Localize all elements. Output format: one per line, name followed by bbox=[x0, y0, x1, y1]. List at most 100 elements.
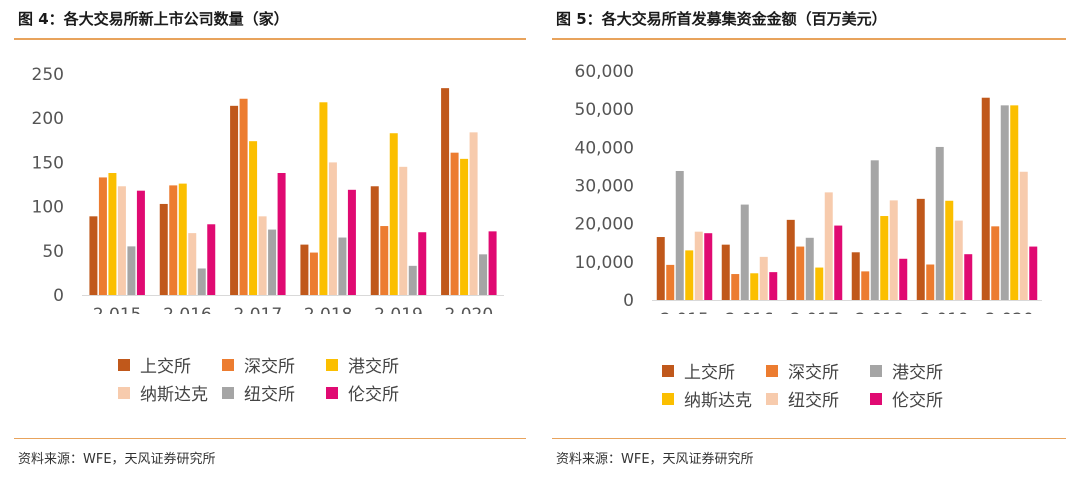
bar bbox=[981, 97, 990, 300]
bar bbox=[656, 237, 665, 300]
bar bbox=[704, 233, 713, 300]
bar bbox=[685, 250, 694, 300]
x-tick-label: 2,015 bbox=[93, 305, 142, 314]
bar bbox=[964, 254, 973, 300]
bar bbox=[300, 244, 309, 295]
x-tick-label: 2,020 bbox=[444, 305, 493, 314]
legend-item: 纳斯达克 bbox=[662, 386, 752, 411]
legend-label: 港交所 bbox=[892, 363, 943, 383]
y-tick-label: 30,000 bbox=[575, 177, 634, 197]
bar bbox=[380, 226, 389, 295]
legend-swatch bbox=[766, 364, 778, 377]
bar bbox=[197, 268, 206, 295]
bar bbox=[851, 252, 860, 300]
x-tick-label: 2,019 bbox=[374, 305, 423, 314]
legend-label: 伦交所 bbox=[348, 385, 399, 405]
legend-label: 上交所 bbox=[140, 357, 191, 377]
legend-item: 港交所 bbox=[870, 358, 943, 383]
bar bbox=[870, 160, 879, 300]
legend-swatch bbox=[662, 392, 674, 405]
bar bbox=[694, 231, 703, 300]
bar bbox=[188, 233, 197, 295]
legend-swatch bbox=[118, 386, 130, 399]
bar bbox=[945, 200, 954, 300]
legend-swatch bbox=[326, 358, 338, 371]
y-tick-label: 20,000 bbox=[575, 215, 634, 235]
bar-chart-ipo-proceeds: 0 10,000 20,000 30,000 40,000 50,000 60,000 2,0… bbox=[575, 62, 1042, 314]
title-divider bbox=[552, 38, 1066, 40]
legend-label: 纽交所 bbox=[244, 385, 295, 405]
bar bbox=[249, 141, 258, 295]
bar bbox=[309, 252, 318, 295]
bar bbox=[268, 229, 277, 295]
legend-label: 纳斯达克 bbox=[684, 391, 752, 411]
legend-label: 纽交所 bbox=[788, 391, 839, 411]
y-tick-label: 0 bbox=[623, 291, 634, 311]
bar bbox=[954, 220, 963, 300]
y-tick-label: 200 bbox=[32, 109, 64, 129]
x-tick-label: 2,018 bbox=[855, 310, 904, 314]
bar bbox=[796, 246, 805, 300]
bar bbox=[258, 216, 267, 295]
x-tick-label: 2,020 bbox=[985, 310, 1034, 314]
chart-panel-right: 图 5：各大交易所首发募集资金金额（百万美元） 0 10,000 20,000 30,… bbox=[552, 0, 1066, 479]
y-tick-label: 60,000 bbox=[575, 62, 634, 82]
bar bbox=[127, 246, 136, 295]
bar bbox=[389, 133, 398, 295]
bar bbox=[239, 98, 248, 295]
bar bbox=[926, 264, 935, 300]
bar bbox=[460, 158, 469, 295]
bar bbox=[117, 186, 126, 295]
bar bbox=[108, 173, 117, 295]
bar bbox=[740, 204, 749, 300]
bar bbox=[1019, 171, 1028, 300]
bar bbox=[408, 265, 417, 295]
y-tick-label: 10,000 bbox=[575, 253, 634, 273]
x-tick-label: 2,019 bbox=[920, 310, 969, 314]
legend-item: 纳斯达克 bbox=[118, 380, 208, 405]
bar bbox=[731, 274, 740, 300]
bar bbox=[880, 216, 889, 300]
bar-chart-new-listings: 0 50 100 150 200 250 2,015 2,016 2,017 2,018 2,019… bbox=[32, 65, 504, 314]
bar bbox=[899, 258, 908, 300]
legend-swatch bbox=[118, 358, 130, 371]
legend-item: 深交所 bbox=[222, 352, 295, 377]
bar bbox=[666, 264, 675, 300]
bar bbox=[1010, 105, 1019, 300]
legend-swatch bbox=[222, 358, 234, 371]
x-tick-label: 2,018 bbox=[304, 305, 353, 314]
legend-label: 港交所 bbox=[348, 357, 399, 377]
x-tick-label: 2,017 bbox=[790, 310, 839, 314]
bar bbox=[916, 198, 925, 300]
chart-title: 图 4：各大交易所新上市公司数量（家） bbox=[18, 10, 289, 28]
bar bbox=[991, 226, 1000, 300]
chart-title: 图 5：各大交易所首发募集资金金额（百万美元） bbox=[556, 10, 887, 28]
chart-panel-left: 图 4：各大交易所新上市公司数量（家） 0 50 100 150 200 250 2,015… bbox=[14, 0, 526, 479]
bar bbox=[769, 272, 778, 300]
y-tick-label: 50,000 bbox=[575, 100, 634, 120]
legend-label: 伦交所 bbox=[892, 391, 943, 411]
bar bbox=[338, 237, 347, 295]
bar bbox=[441, 88, 450, 295]
x-tick-label: 2,016 bbox=[725, 310, 774, 314]
y-tick-label: 100 bbox=[32, 198, 64, 218]
bar bbox=[759, 256, 768, 300]
bar bbox=[824, 192, 833, 300]
bar bbox=[450, 152, 459, 295]
bar bbox=[347, 189, 356, 295]
bar bbox=[328, 162, 337, 295]
bar bbox=[750, 273, 759, 300]
bar bbox=[479, 254, 488, 295]
y-tick-label: 250 bbox=[32, 65, 64, 85]
bar bbox=[230, 105, 239, 295]
bar bbox=[418, 232, 427, 295]
bar bbox=[319, 102, 328, 295]
y-tick-label: 50 bbox=[42, 242, 64, 262]
bar bbox=[861, 271, 870, 300]
legend-swatch bbox=[662, 364, 674, 377]
bar bbox=[178, 183, 187, 295]
bar bbox=[815, 267, 824, 300]
bar bbox=[1029, 246, 1038, 300]
bar bbox=[805, 237, 814, 300]
legend-swatch bbox=[222, 386, 234, 399]
